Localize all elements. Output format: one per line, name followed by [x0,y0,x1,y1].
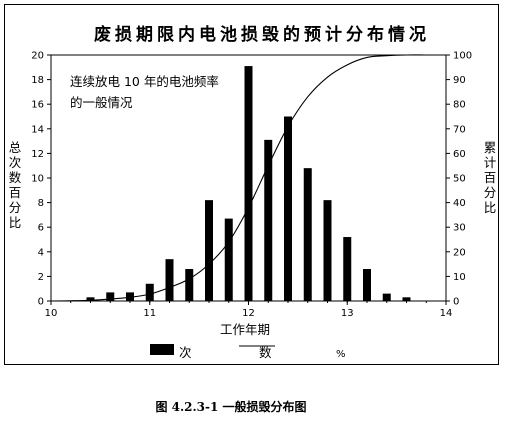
legend-label-line: 数 [259,345,272,360]
x-tick-label: 11 [143,308,156,319]
chart-title: 废损期限内电池损毁的预计分布情况 [94,24,430,45]
y-left-tick-label: 10 [31,174,44,185]
bar [363,269,371,301]
x-tick-label: 14 [440,308,453,319]
legend: 次 数 % [150,344,346,360]
y-right-tick-label: 50 [453,174,466,185]
y-left-tick-label: 16 [31,100,44,111]
y-right-title-char: 分 [484,185,497,200]
y-left-title-char: 分 [9,200,22,215]
y-right-ticks: 0 10 20 30 40 50 60 70 80 90 100 [446,51,472,308]
legend-label-percent: % [336,349,346,360]
x-axis-title: 工作年期 [220,322,270,337]
figure-frame [4,4,499,365]
y-left-tick-label: 6 [38,223,44,234]
bar [86,297,95,301]
bar [185,269,194,301]
y-right-tick-label: 90 [453,75,466,86]
bar [224,218,233,301]
y-right-tick-label: 70 [453,124,466,135]
y-right-tick-label: 30 [453,223,466,234]
y-right-tick-label: 0 [453,297,459,308]
bar [205,200,213,301]
legend-label-bar: 次 [179,345,192,360]
bar-series [86,66,411,301]
y-right-title-char: 比 [484,200,497,215]
y-left-title-char: 比 [9,215,22,230]
y-left-tick-label: 14 [31,124,44,135]
y-right-tick-label: 80 [453,100,466,111]
bar [165,259,174,301]
annotation: 连续放电 10 年的电池频率 的一般情况 [70,74,219,110]
y-right-tick-label: 40 [453,198,466,209]
y-left-ticks: 0 2 4 6 8 10 12 14 16 18 20 [31,51,51,308]
y-right-title-char: 计 [484,155,497,170]
bar [303,168,312,301]
legend-bar-swatch [150,344,174,355]
figure-caption: 图 4.2.3-1 一般损毁分布图 [155,399,306,414]
bar [402,297,411,301]
y-left-tick-label: 0 [38,297,44,308]
bar [264,139,273,301]
y-left-tick-label: 18 [31,75,44,86]
bar [343,237,352,301]
annotation-line-1: 连续放电 10 年的电池频率 [70,74,219,89]
bar [382,293,391,301]
bar [106,292,115,301]
bar [244,66,253,301]
bar [323,200,332,301]
y-left-tick-label: 12 [31,149,44,160]
cumulative-series [50,54,446,302]
x-tick-label: 10 [45,308,58,319]
y-left-tick-label: 20 [31,51,44,62]
x-axis-ticks: 10 11 12 13 14 [45,301,453,319]
y-right-tick-label: 100 [453,51,472,62]
y-right-title-char: 百 [484,170,497,185]
y-left-tick-label: 4 [38,247,44,258]
x-tick-label: 12 [242,308,255,319]
y-right-tick-label: 20 [453,247,466,258]
y-left-title-char: 数 [9,170,22,185]
y-left-tick-label: 2 [38,272,44,283]
cumulative-line [50,54,446,302]
bar [126,292,134,301]
annotation-line-2: 的一般情况 [70,95,133,110]
y-left-tick-label: 8 [38,198,44,209]
bar [145,283,154,301]
y-left-title-char: 总 [9,140,22,155]
bar [284,116,292,301]
x-tick-label: 13 [341,308,354,319]
y-left-title-char: 次 [9,155,22,170]
y-right-tick-label: 10 [453,272,466,283]
y-right-tick-label: 60 [453,149,466,160]
y-right-title-char: 累 [484,140,497,155]
y-left-title-char: 百 [9,185,22,200]
